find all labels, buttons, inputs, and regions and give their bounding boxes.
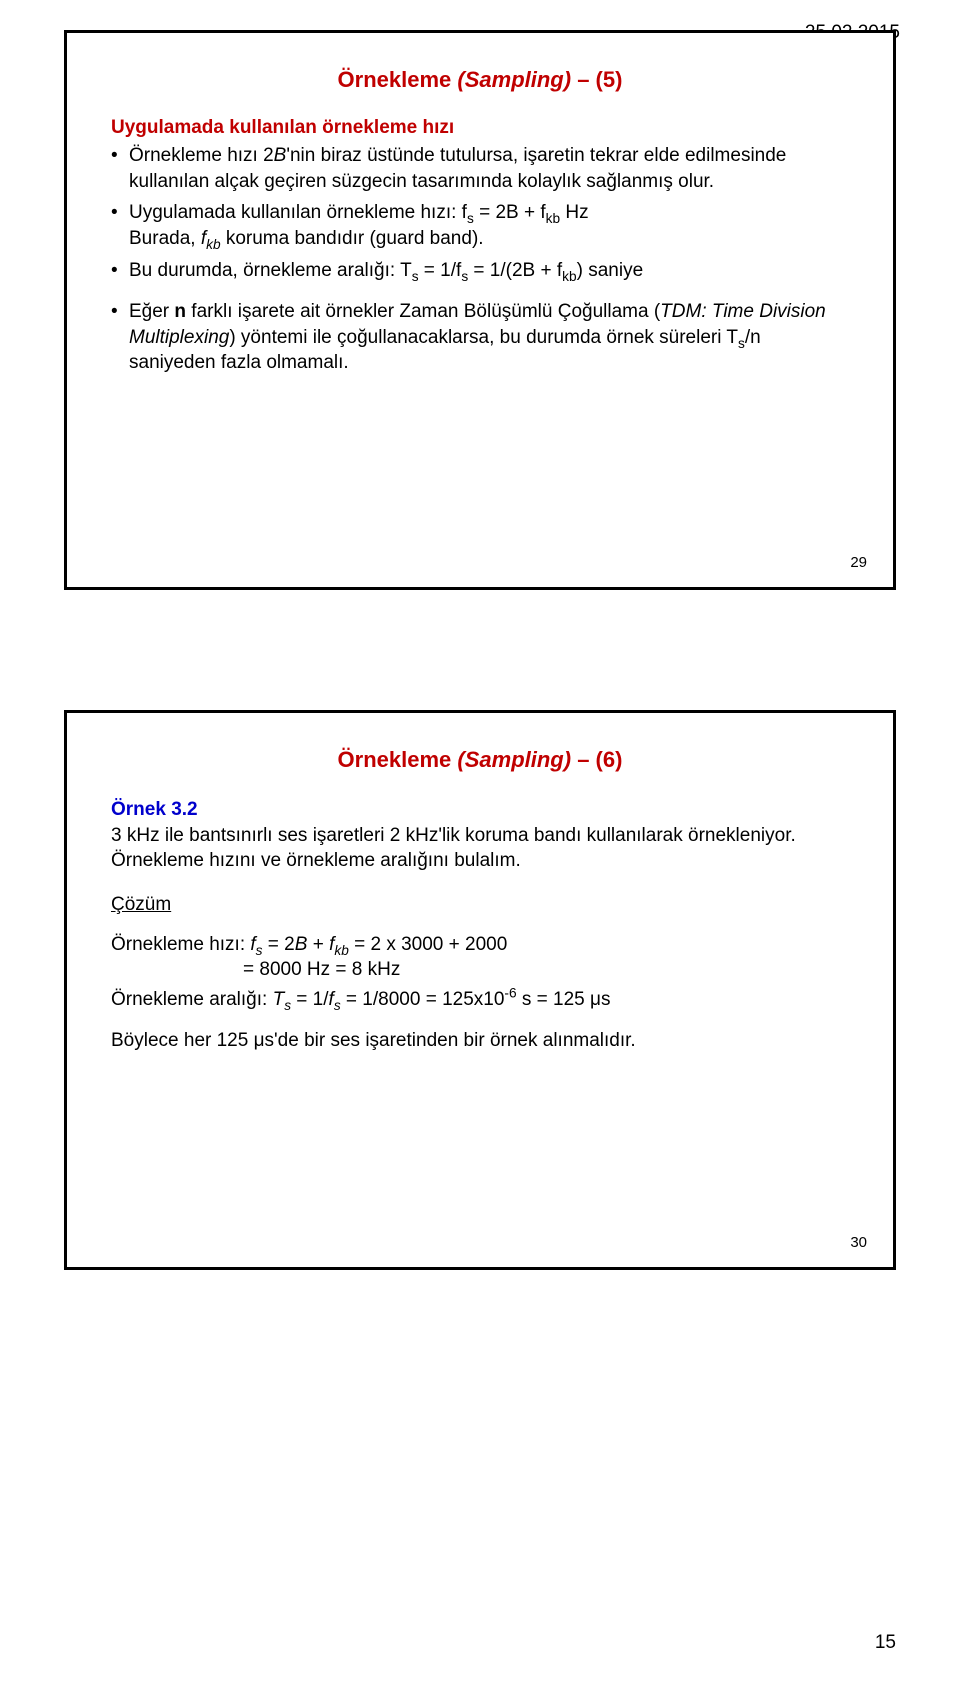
title-paren: (Sampling) <box>457 747 571 772</box>
bullet-1: Örnekleme hızı 2B'nin biraz üstünde tutu… <box>111 143 849 194</box>
subheading: Uygulamada kullanılan örnekleme hızı <box>111 117 849 139</box>
title-main: Örnekleme <box>338 747 452 772</box>
sub: kb <box>206 237 220 252</box>
text: = 2 x 3000 + 2000 <box>349 934 507 955</box>
text: = 1/f <box>419 260 462 281</box>
sub: s <box>284 998 291 1013</box>
text: B <box>295 934 308 955</box>
text: farklı işarete ait örnekler Zaman Bölüşü… <box>186 301 660 322</box>
sub: kb <box>334 942 348 957</box>
text: = 2B + f <box>474 202 546 223</box>
slide-29: Örnekleme (Sampling) – (5) Uygulamada ku… <box>64 30 896 590</box>
text: Hz <box>560 202 589 223</box>
sub: s <box>738 336 745 351</box>
text: = 1/8000 = 125x10 <box>341 989 505 1010</box>
text: + <box>307 934 329 955</box>
solution-block: Çözüm Örnekleme hızı: fs = 2B + fkb = 2 … <box>111 892 849 1054</box>
sub: s <box>334 998 341 1013</box>
text: Uygulamada kullanılan örnekleme hızı: f <box>129 202 467 223</box>
text: B <box>274 145 287 166</box>
solution-line-3: Böylece her 125 μs'de bir ses işaretinde… <box>111 1028 849 1054</box>
sub: kb <box>562 268 576 283</box>
text: Bu durumda, örnekleme aralığı: T <box>129 260 412 281</box>
slide-number: 29 <box>850 554 867 571</box>
bullet-list: Örnekleme hızı 2B'nin biraz üstünde tutu… <box>111 143 849 283</box>
slide-title: Örnekleme (Sampling) – (5) <box>111 67 849 93</box>
bullet-4: Eğer n farklı işarete ait örnekler Zaman… <box>111 299 849 376</box>
bullet-2: Uygulamada kullanılan örnekleme hızı: fs… <box>111 200 849 251</box>
example-block: Örnek 3.2 3 kHz ile bantsınırlı ses işar… <box>111 797 849 874</box>
sub: s <box>256 942 263 957</box>
text: koruma bandıdır (guard band). <box>221 228 484 249</box>
example-label: Örnek 3.2 <box>111 799 198 820</box>
sub: s <box>412 268 419 283</box>
solution-line-2: Örnekleme aralığı: Ts = 1/fs = 1/8000 = … <box>111 987 849 1013</box>
text: Eğer <box>129 301 174 322</box>
bullet-list-2: Eğer n farklı işarete ait örnekler Zaman… <box>111 299 849 376</box>
example-text: 3 kHz ile bantsınırlı ses işaretleri 2 k… <box>111 825 796 872</box>
slide-number: 30 <box>850 1234 867 1251</box>
page: 25.02.2015 Örnekleme (Sampling) – (5) Uy… <box>0 0 960 1684</box>
page-number: 15 <box>875 1632 896 1654</box>
sub: kb <box>546 211 560 226</box>
text: Örnekleme hızı: <box>111 934 250 955</box>
sub: s <box>467 211 474 226</box>
bullet-3: Bu durumda, örnekleme aralığı: Ts = 1/fs… <box>111 258 849 284</box>
text: ) saniye <box>577 260 644 281</box>
sup: -6 <box>504 986 516 1001</box>
text: s = 125 μs <box>517 989 611 1010</box>
text: Burada, <box>129 228 201 249</box>
text: Örnekleme hızı 2 <box>129 145 274 166</box>
text: = 1/(2B + f <box>468 260 562 281</box>
solution-label: Çözüm <box>111 894 171 915</box>
text: = 2 <box>263 934 295 955</box>
text: ) yöntemi ile çoğullanacaklarsa, bu duru… <box>229 327 738 348</box>
title-suffix: – (6) <box>571 747 622 772</box>
slide-30: Örnekleme (Sampling) – (6) Örnek 3.2 3 k… <box>64 710 896 1270</box>
text: Örnekleme aralığı: <box>111 989 273 1010</box>
text: T <box>273 989 285 1010</box>
solution-line-1b: = 8000 Hz = 8 kHz <box>243 957 849 983</box>
title-main: Örnekleme <box>338 67 452 92</box>
title-paren: (Sampling) <box>457 67 571 92</box>
title-suffix: – (5) <box>571 67 622 92</box>
solution-line-1: Örnekleme hızı: fs = 2B + fkb = 2 x 3000… <box>111 932 849 958</box>
text-bold: n <box>174 301 186 322</box>
text: = 1/ <box>291 989 329 1010</box>
slide-title: Örnekleme (Sampling) – (6) <box>111 747 849 773</box>
